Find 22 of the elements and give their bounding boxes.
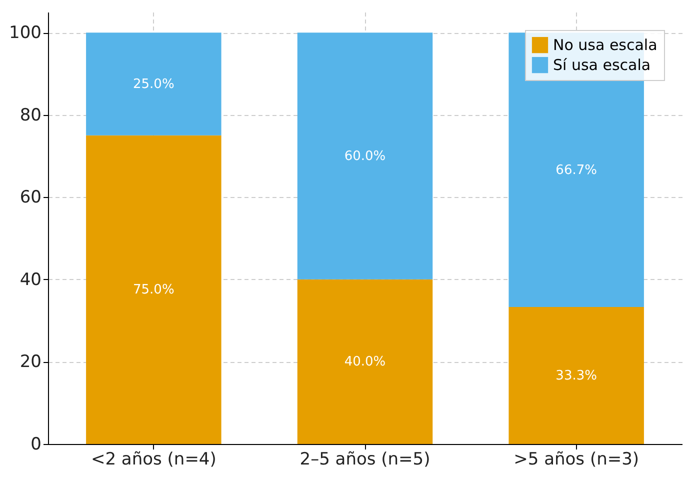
bar xyxy=(86,135,222,444)
y-tick-label: 20 xyxy=(20,352,42,372)
y-tick-label: 40 xyxy=(20,270,42,290)
data-label: 25.0% xyxy=(133,77,174,92)
data-label: 66.7% xyxy=(556,162,597,178)
x-tick-label: <2 años (n=4) xyxy=(90,450,216,470)
x-tick-label: >5 años (n=3) xyxy=(514,450,640,470)
y-tick-label: 80 xyxy=(20,105,42,126)
data-label: 33.3% xyxy=(556,368,597,384)
bar xyxy=(86,32,222,136)
bar xyxy=(297,279,433,444)
legend-label: No usa escala xyxy=(553,36,658,54)
bar xyxy=(508,306,644,444)
data-label: 40.0% xyxy=(344,354,386,370)
data-label: 75.0% xyxy=(133,282,174,298)
y-tick-label: 100 xyxy=(9,23,42,44)
legend-label: Sí usa escala xyxy=(553,56,651,74)
y-tick-label: 60 xyxy=(20,188,42,208)
bar xyxy=(297,32,433,280)
data-label: 60.0% xyxy=(344,149,386,164)
x-tick-label: 2–5 años (n=5) xyxy=(300,450,430,470)
y-tick-label: 0 xyxy=(30,434,42,454)
